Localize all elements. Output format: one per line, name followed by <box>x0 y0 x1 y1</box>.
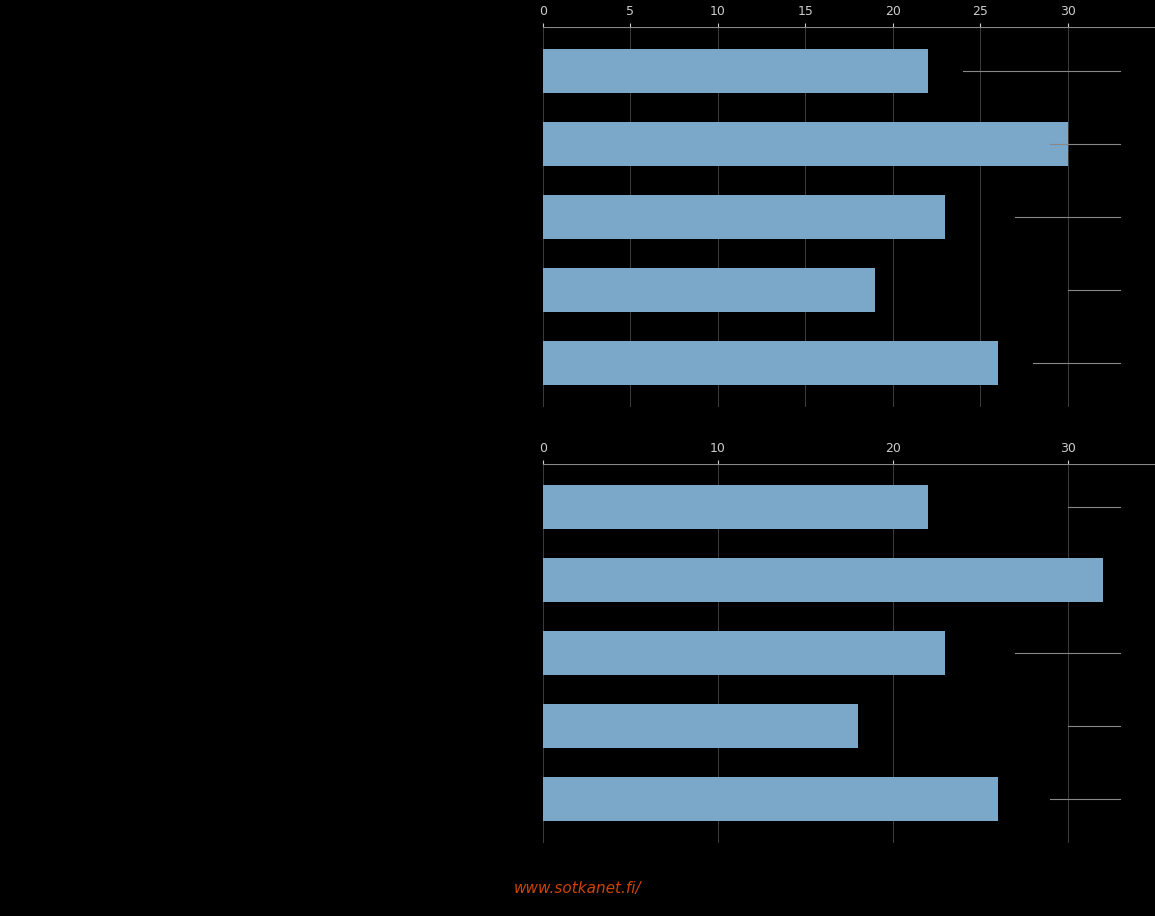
Text: www.sotkanet.fi/: www.sotkanet.fi/ <box>514 881 641 896</box>
Bar <box>543 704 858 748</box>
Bar <box>543 777 998 821</box>
Bar <box>543 485 927 529</box>
Bar <box>543 559 1103 602</box>
Bar <box>543 268 875 311</box>
Bar <box>543 195 945 239</box>
Bar <box>543 631 945 675</box>
Bar <box>543 122 1067 166</box>
Bar <box>543 49 927 93</box>
Bar <box>543 341 998 385</box>
